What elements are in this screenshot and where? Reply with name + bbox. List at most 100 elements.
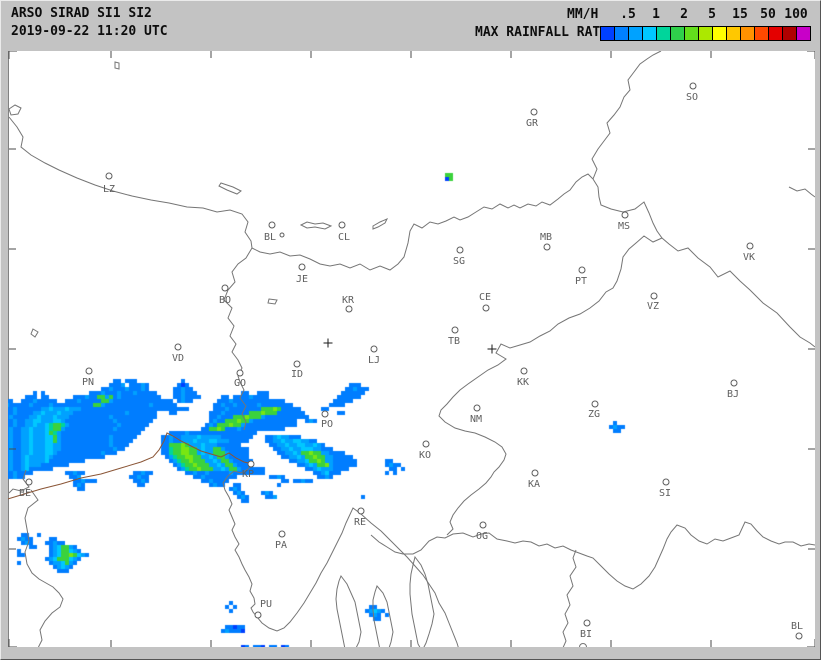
- legend-tick-label: 5: [708, 7, 716, 22]
- legend-tick-label: 50: [760, 7, 776, 22]
- city-label: BI: [579, 629, 593, 640]
- city-marker: [578, 266, 586, 274]
- coast-venice: [8, 469, 64, 659]
- city-marker: [221, 284, 229, 292]
- city-label: GO: [233, 378, 247, 389]
- legend-title: MAX RAINFALL RATE: [475, 25, 609, 40]
- city-marker: [254, 611, 262, 619]
- city-label: KO: [418, 450, 432, 461]
- city-label: PO: [320, 419, 334, 430]
- legend-tick-label: 2: [680, 7, 688, 22]
- coast-gulf-brown: [1, 432, 254, 502]
- city-marker: [650, 292, 658, 300]
- city-marker: [746, 242, 754, 250]
- legend-colorbar: [600, 26, 811, 41]
- city-label: KR: [341, 295, 355, 306]
- city-marker: [357, 507, 365, 515]
- city-label: JE: [295, 274, 309, 285]
- city-marker: [268, 221, 276, 229]
- city-marker: [531, 469, 539, 477]
- city-marker: [543, 243, 551, 251]
- city-marker: [689, 82, 697, 90]
- border-una-river: [561, 549, 577, 659]
- border-nw-diagonal: [8, 116, 253, 249]
- city-marker: [321, 410, 329, 418]
- city-marker: [338, 221, 346, 229]
- city-marker: [236, 369, 244, 377]
- river-east-edge: [788, 186, 816, 198]
- city-label: VZ: [646, 301, 660, 312]
- city-marker: [583, 619, 591, 627]
- city-marker: [451, 326, 459, 334]
- city-label: NM: [469, 414, 483, 425]
- city-label: PN: [81, 377, 95, 388]
- city-marker: [479, 521, 487, 529]
- city-label: TB: [447, 336, 461, 347]
- window-frame-bottom: [1, 647, 820, 659]
- city-label: VK: [742, 252, 756, 263]
- city-marker: [520, 367, 528, 375]
- city-label: BE: [18, 488, 32, 499]
- city-marker: [621, 211, 629, 219]
- legend-tick-label: 15: [732, 7, 748, 22]
- legend-unit-label: MM/H: [567, 7, 599, 22]
- city-marker: [247, 460, 255, 468]
- header-bar: ARSO SIRAD SI1 SI2 2019-09-22 11:20 UTC …: [1, 1, 820, 51]
- city-label: PT: [574, 276, 588, 287]
- city-label: KK: [516, 377, 530, 388]
- legend-color-cell: [727, 27, 741, 40]
- city-label: LJ: [367, 355, 381, 366]
- city-marker: [298, 263, 306, 271]
- radar-site-cross: [323, 338, 333, 348]
- legend-color-cell: [713, 27, 727, 40]
- legend-color-cell: [643, 27, 657, 40]
- legend-tick-label: 1: [652, 7, 660, 22]
- city-marker: [795, 632, 803, 640]
- city-label: PA: [274, 540, 288, 551]
- legend-tick-label: 100: [784, 7, 808, 22]
- city-marker: [345, 305, 353, 313]
- city-label: ID: [290, 369, 304, 380]
- legend-color-cell: [699, 27, 713, 40]
- city-label: OG: [475, 531, 489, 542]
- border-si-hr: [438, 235, 663, 536]
- legend-color-cell: [629, 27, 643, 40]
- window-frame-left: [1, 1, 8, 659]
- city-label: RE: [353, 517, 367, 528]
- city-label: SO: [685, 92, 699, 103]
- city-label: SG: [452, 256, 466, 267]
- legend-color-cell: [741, 27, 755, 40]
- legend-color-cell: [769, 27, 783, 40]
- border-isonzo: [223, 247, 253, 431]
- legend-color-cell: [671, 27, 685, 40]
- city-label: BJ: [726, 389, 740, 400]
- city-label: BO: [218, 295, 232, 306]
- city-label: SI: [658, 488, 672, 499]
- border-to-top-edge: [591, 50, 662, 180]
- legend-color-cell: [783, 27, 797, 40]
- legend-color-cell: [797, 27, 810, 40]
- city-label: BL: [263, 232, 277, 243]
- window-frame-right: [815, 1, 820, 659]
- legend-color-cell: [685, 27, 699, 40]
- coast-istria: [222, 463, 462, 659]
- legend-color-cell: [657, 27, 671, 40]
- legend-color-cell: [755, 27, 769, 40]
- border-south-wavy: [370, 521, 816, 590]
- city-label: MS: [617, 221, 631, 232]
- city-marker: [473, 404, 481, 412]
- legend-tick-label: .5: [620, 7, 636, 22]
- city-label: VD: [171, 353, 185, 364]
- border-north-east: [251, 173, 594, 271]
- city-marker: [422, 440, 430, 448]
- city-marker: [662, 478, 670, 486]
- city-marker: [370, 345, 378, 353]
- city-label: BL: [790, 621, 804, 632]
- city-label: PU: [259, 599, 273, 610]
- lakes: [8, 61, 389, 338]
- city-marker: [530, 108, 538, 116]
- city-marker: [278, 530, 286, 538]
- city-marker: [293, 360, 301, 368]
